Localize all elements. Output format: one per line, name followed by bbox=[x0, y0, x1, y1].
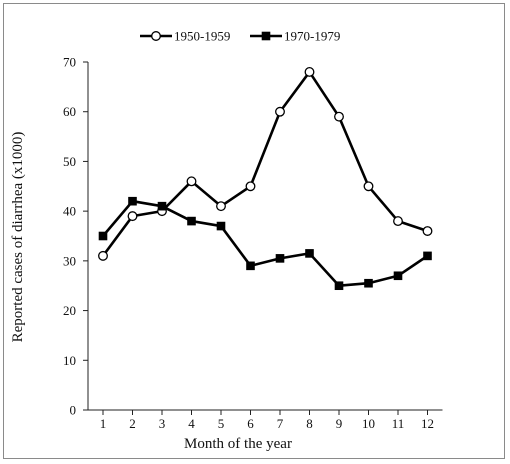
x-tick-label: 6 bbox=[247, 416, 254, 431]
data-point-square bbox=[393, 271, 403, 281]
y-tick-label: 60 bbox=[63, 104, 76, 119]
x-tick-label: 1 bbox=[100, 416, 107, 431]
x-tick-label: 7 bbox=[277, 416, 284, 431]
x-tick-label: 8 bbox=[306, 416, 313, 431]
data-point-circle bbox=[275, 106, 285, 117]
data-point-circle bbox=[393, 216, 403, 227]
series-1950-1959 bbox=[98, 66, 433, 261]
y-axis-label: Reported cases of diarrhea (x1000) bbox=[10, 132, 26, 343]
y-tick-label: 0 bbox=[70, 403, 77, 418]
x-tick-label: 10 bbox=[362, 416, 375, 431]
data-point-circle bbox=[363, 181, 374, 192]
data-point-square bbox=[334, 281, 344, 291]
y-tick-label: 30 bbox=[63, 253, 76, 268]
legend-label: 1970-1979 bbox=[284, 29, 340, 44]
data-point-square bbox=[128, 196, 137, 206]
series-layer bbox=[98, 66, 433, 291]
x-tick-label: 12 bbox=[421, 416, 434, 431]
legend-marker-square bbox=[261, 31, 271, 41]
x-axis: 1 2 3 4 5 6 7 8 9 10 11 12 bbox=[88, 409, 443, 431]
x-axis-label: Month of the year bbox=[184, 436, 292, 452]
data-point-circle bbox=[98, 250, 108, 261]
x-tick-label: 11 bbox=[392, 416, 405, 431]
data-point-circle bbox=[334, 111, 344, 122]
series-1970-1979 bbox=[98, 196, 432, 291]
x-tick-label: 5 bbox=[218, 416, 225, 431]
data-point-circle bbox=[216, 201, 226, 212]
y-tick-label: 70 bbox=[63, 55, 76, 70]
x-tick-label: 2 bbox=[129, 416, 136, 431]
y-tick-label: 20 bbox=[63, 303, 76, 318]
series-line bbox=[102, 199, 429, 288]
data-point-square bbox=[98, 231, 108, 241]
data-point-square bbox=[275, 254, 285, 263]
legend-entry: 1970-1979 bbox=[250, 29, 340, 44]
legend-label: 1950-1959 bbox=[174, 29, 230, 44]
chart-frame bbox=[3, 3, 505, 459]
data-point-square bbox=[305, 249, 314, 258]
x-tick-label: 9 bbox=[336, 416, 343, 431]
y-tick-label: 50 bbox=[63, 154, 76, 169]
x-tick-label: 4 bbox=[188, 416, 195, 431]
y-tick-label: 40 bbox=[63, 204, 76, 219]
legend-marker-circle bbox=[151, 31, 161, 41]
y-axis: 0 10 20 30 40 50 60 70 bbox=[63, 55, 89, 418]
data-point-circle bbox=[422, 226, 433, 236]
legend-entry: 1950-1959 bbox=[140, 29, 230, 44]
data-point-square bbox=[364, 278, 373, 288]
data-point-circle bbox=[127, 211, 138, 222]
data-point-square bbox=[157, 201, 167, 211]
data-point-square bbox=[216, 221, 226, 231]
y-tick-label: 10 bbox=[63, 353, 76, 368]
data-point-square bbox=[246, 261, 255, 271]
legend: 1950-1959 1970-1979 bbox=[140, 29, 340, 44]
data-point-circle bbox=[245, 181, 256, 192]
data-point-circle bbox=[304, 66, 315, 77]
x-tick-label: 3 bbox=[159, 416, 166, 431]
series-line bbox=[101, 70, 428, 257]
data-point-square bbox=[187, 216, 196, 226]
data-point-circle bbox=[186, 176, 197, 187]
data-point-square bbox=[423, 251, 432, 261]
